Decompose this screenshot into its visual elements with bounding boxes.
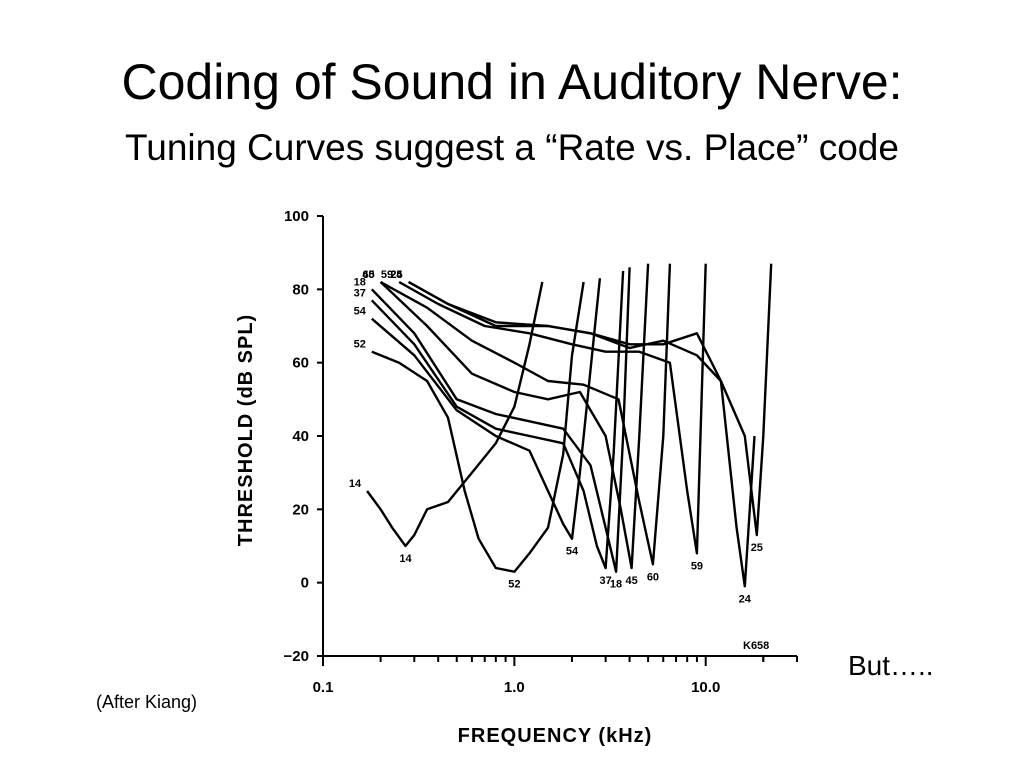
tuning-curve-52: [371, 281, 585, 573]
y-tick-label: 60: [292, 355, 309, 372]
curve-label-min-25: 25: [751, 542, 763, 554]
tuning-curves: [366, 263, 773, 588]
curve-label-min-37: 37: [600, 575, 612, 587]
curve-label-start-18: 18: [354, 276, 366, 288]
x-tick-label: 1.0: [504, 679, 525, 696]
slide-title: Coding of Sound in Auditory Nerve:: [121, 54, 903, 110]
curve-label-min-18: 18: [610, 579, 622, 591]
tuning-curve-59: [398, 263, 707, 555]
curve-label-start-37: 37: [354, 287, 366, 299]
credit-text: (After Kiang): [96, 692, 198, 712]
figure-code-label: K658: [743, 640, 769, 652]
curve-label-min-52: 52: [508, 579, 520, 591]
tuning-curve-18: [370, 267, 631, 573]
curve-label-min-24: 24: [739, 593, 752, 605]
curve-label-start-54: 54: [354, 306, 367, 318]
tuning-curve-37: [370, 270, 625, 570]
tuning-curve-54: [371, 278, 602, 540]
y-tick-label: 80: [292, 281, 309, 298]
x-tick-label: 0.1: [313, 679, 334, 696]
curve-label-min-45: 45: [625, 575, 637, 587]
curve-label-start-45: 45: [362, 269, 374, 281]
tuning-curve-45: [379, 263, 650, 570]
x-tick-label: 10.0: [691, 679, 720, 696]
tuning-curve-25: [408, 263, 773, 537]
curve-label-start-25: 25: [390, 269, 402, 281]
y-tick-label: 20: [292, 501, 309, 518]
y-tick-label: 0: [301, 575, 309, 592]
curve-label-start-60: 60: [362, 269, 374, 281]
y-axis-label: THRESHOLD (dB SPL): [235, 314, 257, 546]
slide-subtitle: Tuning Curves suggest a “Rate vs. Place”…: [125, 127, 899, 168]
curve-label-start-52: 52: [354, 339, 366, 351]
y-tick-label: −20: [284, 648, 309, 665]
y-tick-label: 40: [292, 428, 309, 445]
curve-label-min-54: 54: [566, 546, 579, 558]
tuning-curve-60: [380, 263, 672, 566]
x-axis-label: FREQUENCY (kHz): [458, 725, 653, 747]
curve-label-min-14: 14: [399, 553, 412, 565]
curve-label-min-59: 59: [691, 560, 703, 572]
tuning-curve-14: [366, 281, 544, 548]
curve-label-start-59: 59: [381, 269, 393, 281]
note-text: But…..: [848, 650, 934, 681]
axes: 100 80 60 40 20 0 −200.1 1.0 10.0: [284, 208, 798, 696]
y-tick-label: 100: [284, 208, 309, 225]
curve-label-start-24: 24: [390, 269, 403, 281]
curve-label-start-14: 14: [349, 478, 362, 490]
curve-label-min-60: 60: [647, 571, 659, 583]
